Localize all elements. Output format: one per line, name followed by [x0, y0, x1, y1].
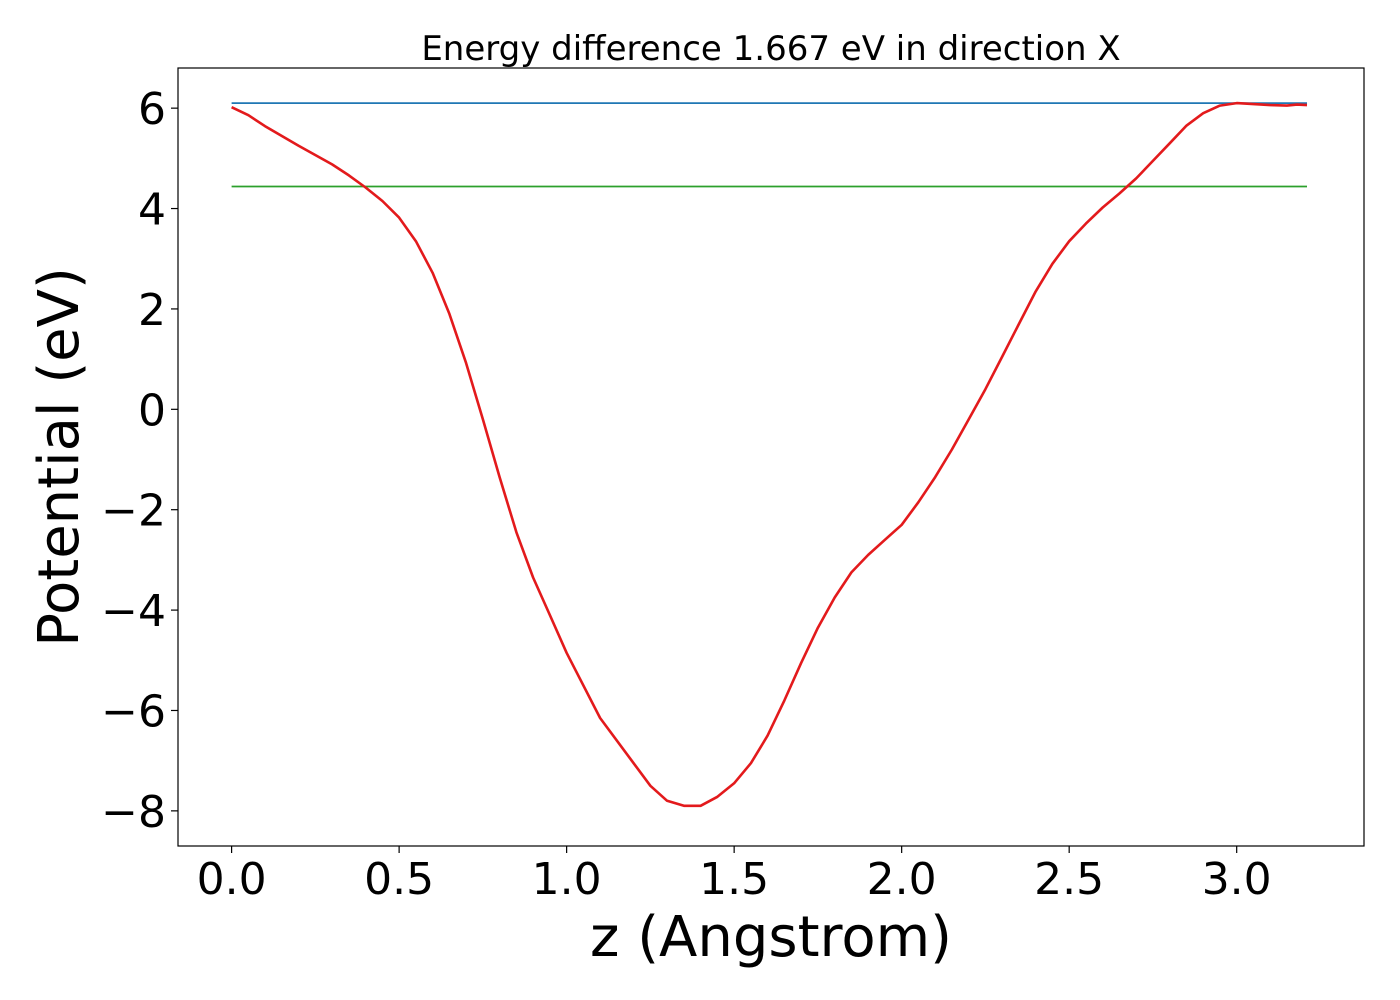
y-axis-title: Potential (eV)	[27, 267, 92, 647]
x-tick-label: 1.5	[699, 854, 769, 905]
y-tick-label: −2	[101, 486, 166, 537]
y-tick-label: −4	[101, 586, 166, 637]
plot-frame	[177, 67, 1365, 847]
series-layer	[231, 101, 1308, 808]
x-tick-label: 0.5	[364, 854, 434, 905]
x-axis-title: z (Angstrom)	[590, 905, 952, 970]
x-tick-label: 3.0	[1202, 854, 1272, 905]
x-tick-label: 1.0	[532, 854, 602, 905]
y-tick-label: −8	[101, 787, 166, 838]
y-tick-label: 4	[138, 185, 166, 236]
x-tick-label: 0.0	[197, 854, 267, 905]
x-tick-label: 2.5	[1034, 854, 1104, 905]
y-tick-label: 2	[138, 285, 166, 336]
y-axis: 6 4 2 0 −2 −4 −6 −8	[101, 84, 178, 838]
x-axis: 0.0 0.5 1.0 1.5 2.0 2.5 3.0	[197, 846, 1272, 905]
y-tick-label: 0	[138, 385, 166, 436]
x-tick-label: 2.0	[867, 854, 937, 905]
y-tick-label: −6	[101, 686, 166, 737]
y-tick-label: 6	[138, 84, 166, 135]
chart-title: Energy difference 1.667 eV in direction …	[421, 29, 1120, 69]
series-line-red	[231, 101, 1308, 808]
